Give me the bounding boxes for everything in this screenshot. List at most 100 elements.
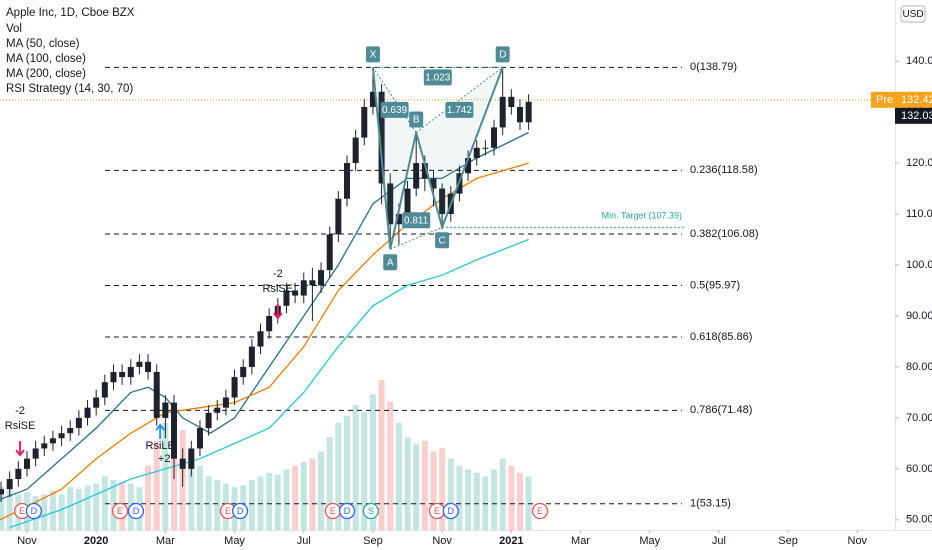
pattern-point-box bbox=[495, 46, 510, 63]
pattern-point-box bbox=[383, 254, 398, 271]
volume-bar bbox=[439, 447, 446, 530]
fib-label: 0.786(71.48) bbox=[690, 404, 752, 416]
fib-label: 0.236(118.58) bbox=[690, 164, 758, 176]
candle-body bbox=[231, 377, 238, 398]
candle-body bbox=[205, 412, 212, 429]
volume-bar bbox=[283, 469, 290, 530]
legend-ma: MA (200, close) bbox=[6, 68, 86, 80]
volume-bar bbox=[309, 458, 316, 530]
candle-body bbox=[404, 188, 411, 215]
signal-label: RsiSE bbox=[5, 420, 36, 432]
candle-body bbox=[439, 188, 446, 215]
fib-label: 0.382(106.08) bbox=[690, 228, 759, 240]
candle-body bbox=[196, 428, 203, 449]
fib-label: 0(138.79) bbox=[690, 61, 737, 73]
min-target-label: Min. Target (107.39) bbox=[602, 211, 682, 221]
candle-body bbox=[136, 361, 143, 367]
volume-bar bbox=[248, 480, 255, 530]
volume-bar bbox=[145, 465, 152, 530]
x-tick-label: 2021 bbox=[499, 535, 523, 547]
candle-body bbox=[58, 433, 65, 439]
candle-body bbox=[145, 361, 152, 373]
pattern-ratio-box bbox=[445, 101, 474, 118]
volume-bar bbox=[473, 472, 480, 530]
candle-body bbox=[413, 163, 420, 189]
candle-body bbox=[343, 163, 350, 199]
candle-body bbox=[179, 458, 186, 469]
signal-qty: +2 bbox=[158, 453, 171, 465]
pattern-ratio-line bbox=[390, 226, 443, 250]
event-marker bbox=[442, 502, 459, 520]
moving-average bbox=[0, 162, 529, 521]
moving-average bbox=[9, 238, 529, 529]
x-tick-label: Sep bbox=[778, 535, 798, 547]
candle-body bbox=[378, 91, 385, 184]
volume-bar bbox=[205, 476, 212, 530]
pattern-ratio: 1.742 bbox=[447, 105, 472, 116]
volume-bar bbox=[162, 422, 169, 530]
candle-body bbox=[309, 280, 316, 286]
pattern-ratio-box bbox=[380, 101, 409, 118]
fib-label: 0.618(85.86) bbox=[690, 331, 752, 343]
volume-bar bbox=[292, 465, 299, 530]
candle-body bbox=[171, 402, 178, 459]
currency-box[interactable] bbox=[900, 5, 926, 23]
candle-body bbox=[23, 458, 30, 469]
volume-bar bbox=[214, 480, 221, 530]
fib-label: 1(53.15) bbox=[690, 498, 731, 510]
legend-strategy: RSI Strategy (14, 30, 70) bbox=[6, 83, 133, 95]
x-tick-label: May bbox=[224, 535, 245, 547]
volume-bar bbox=[335, 422, 342, 530]
event-label: E bbox=[117, 506, 123, 516]
signal-label: RsiLE bbox=[146, 440, 175, 452]
pattern-ratio: 0.811 bbox=[404, 215, 429, 226]
signal-arrow-head bbox=[273, 312, 283, 320]
pattern-ratio-line bbox=[372, 67, 417, 133]
candle-body bbox=[335, 198, 342, 235]
event-marker bbox=[25, 502, 43, 520]
pattern-ratio: 1.023 bbox=[425, 72, 450, 83]
legend-title: Apple Inc, 1D, Cboe BZX bbox=[6, 7, 135, 19]
candle-body bbox=[292, 290, 299, 296]
volume-bar bbox=[257, 476, 264, 530]
volume-bar bbox=[482, 476, 489, 530]
currency[interactable]: USD bbox=[902, 9, 923, 20]
y-tick-label: 140.00 bbox=[906, 55, 932, 67]
candle-body bbox=[41, 443, 48, 449]
volume-bar bbox=[352, 405, 359, 530]
pre-price-box bbox=[871, 91, 932, 108]
candle-body bbox=[214, 407, 221, 413]
legend-ma: MA (50, close) bbox=[6, 38, 80, 50]
x-tick-label: Nov bbox=[848, 535, 868, 547]
candle-body bbox=[491, 127, 498, 148]
event-marker bbox=[127, 502, 145, 520]
candle-body bbox=[127, 366, 134, 378]
pattern-point: A bbox=[387, 257, 394, 268]
event-label: D bbox=[448, 506, 455, 516]
legend-ma: MA (100, close) bbox=[6, 53, 86, 65]
candle-body bbox=[525, 101, 532, 123]
y-tick-label: 50.00 bbox=[906, 514, 932, 526]
y-tick-label: 90.00 bbox=[906, 310, 932, 322]
legend-volume: Vol bbox=[6, 23, 22, 35]
candle-body bbox=[499, 96, 506, 128]
event-label: E bbox=[225, 506, 231, 516]
candle-body bbox=[162, 402, 169, 418]
event-label: D bbox=[31, 506, 38, 516]
volume-bar bbox=[491, 469, 498, 530]
pattern-point: B bbox=[413, 115, 420, 126]
volume-bar bbox=[361, 412, 368, 530]
signal-qty: -2 bbox=[273, 268, 283, 280]
candle-body bbox=[300, 280, 307, 296]
volume-bar bbox=[421, 440, 428, 530]
candle-body bbox=[15, 468, 22, 480]
candle-body bbox=[84, 407, 91, 418]
event-marker bbox=[531, 502, 549, 520]
volume-bar bbox=[84, 485, 91, 530]
candle-body bbox=[67, 428, 74, 434]
candle-body bbox=[93, 397, 100, 408]
event-marker bbox=[362, 502, 380, 520]
candle-body bbox=[266, 315, 273, 332]
event-label: E bbox=[330, 506, 336, 516]
volume-bar bbox=[456, 465, 463, 530]
